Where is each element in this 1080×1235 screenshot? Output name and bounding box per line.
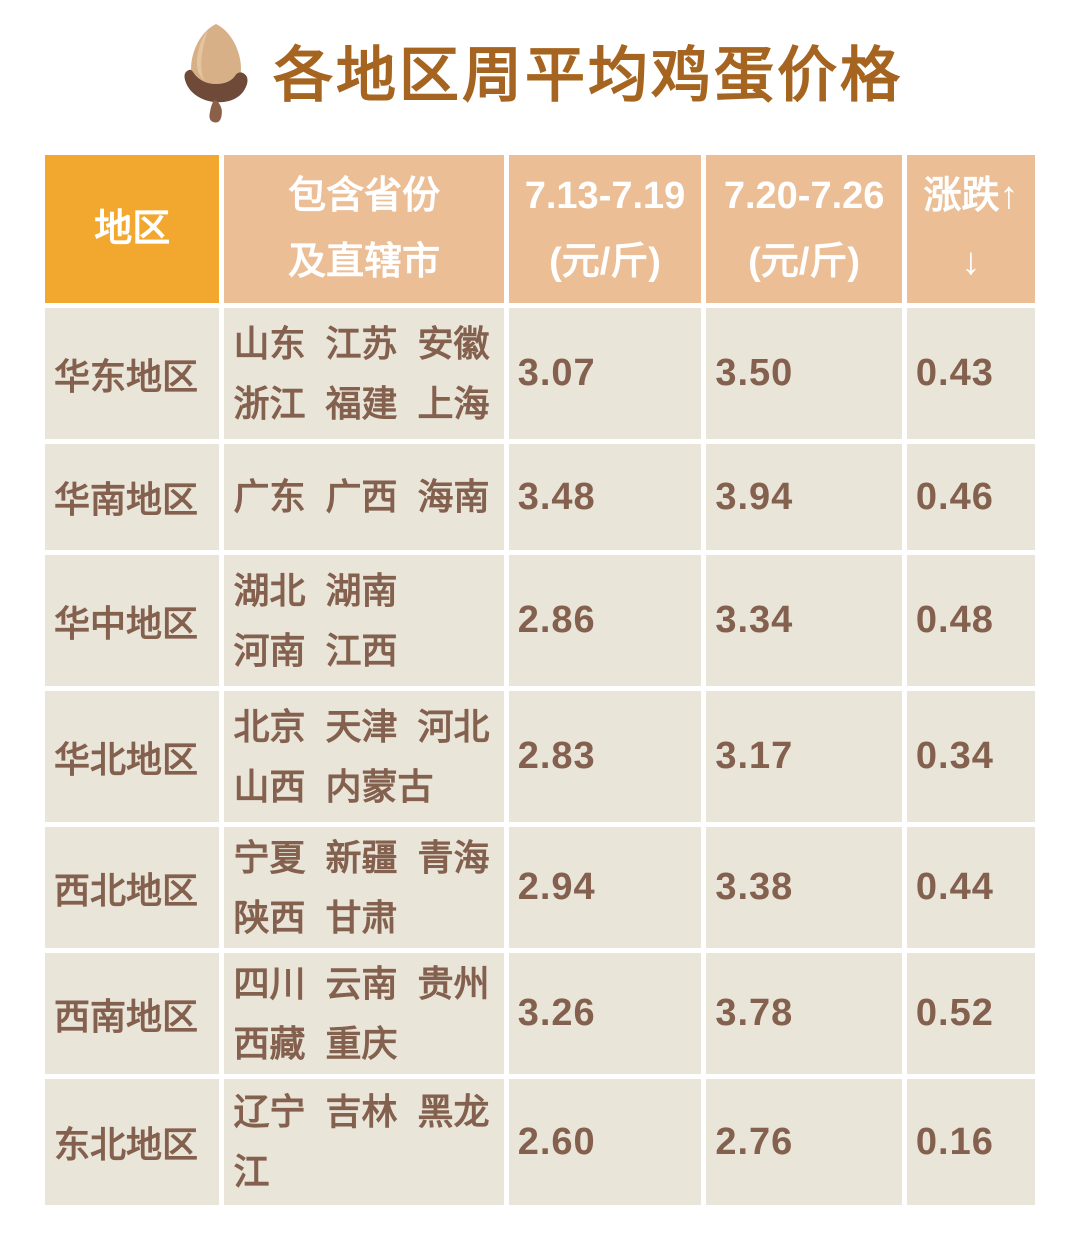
week1-price-cell: 3.48 (508, 444, 702, 550)
week1-price-cell: 2.94 (508, 827, 702, 948)
week2-price-cell: 3.38 (706, 827, 902, 948)
table-row-dongbei: 东北地区 辽宁 吉林 黑龙 江 2.60 2.76 0.16 (45, 1079, 1035, 1205)
region-cell: 华中地区 (45, 555, 220, 686)
table-row-huadong: 华东地区 山东 江苏 安徽 浙江 福建 上海 3.07 3.50 0.43 (45, 308, 1035, 439)
page-title: 各地区周平均鸡蛋价格 (273, 42, 903, 109)
week2-price-cell: 3.34 (706, 555, 902, 686)
week1-price-cell: 3.26 (508, 953, 702, 1074)
week1-price-cell: 2.83 (508, 691, 702, 822)
provinces-cell: 北京 天津 河北 山西 内蒙古 (224, 691, 504, 822)
column-header-provinces: 包含省份 及直辖市 (224, 155, 504, 303)
column-header-change: 涨跌↑ ↓ (906, 155, 1035, 303)
table-row-huanan: 华南地区 广东 广西 海南 3.48 3.94 0.46 (45, 444, 1035, 550)
week2-price-cell: 3.94 (706, 444, 902, 550)
change-cell: 0.48 (906, 555, 1035, 686)
provinces-cell: 辽宁 吉林 黑龙 江 (224, 1079, 504, 1205)
week1-price-cell: 2.60 (508, 1079, 702, 1205)
change-cell: 0.16 (906, 1079, 1035, 1205)
provinces-cell: 山东 江苏 安徽 浙江 福建 上海 (224, 308, 504, 439)
egg-price-table: 地区 包含省份 及直辖市 7.13-7.19 (元/斤) 7.20-7.26 (… (40, 150, 1040, 1210)
column-header-region: 地区 (45, 155, 220, 303)
column-header-week1: 7.13-7.19 (元/斤) (508, 155, 702, 303)
table-row-xibei: 西北地区 宁夏 新疆 青海 陕西 甘肃 2.94 3.38 0.44 (45, 827, 1035, 948)
header-row: 地区 包含省份 及直辖市 7.13-7.19 (元/斤) 7.20-7.26 (… (45, 155, 1035, 303)
table-row-xinan: 西南地区 四川 云南 贵州 西藏 重庆 3.26 3.78 0.52 (45, 953, 1035, 1074)
region-cell: 华南地区 (45, 444, 220, 550)
region-cell: 东北地区 (45, 1079, 220, 1205)
week2-price-cell: 3.78 (706, 953, 902, 1074)
change-cell: 0.34 (906, 691, 1035, 822)
week2-price-cell: 3.50 (706, 308, 902, 439)
up-arrow-icon: 涨跌↑ (923, 175, 1019, 217)
down-arrow-icon: ↓ (961, 241, 981, 283)
change-cell: 0.46 (906, 444, 1035, 550)
change-cell: 0.43 (906, 308, 1035, 439)
table-row-huazhong: 华中地区 湖北 湖南 河南 江西 2.86 3.34 0.48 (45, 555, 1035, 686)
provinces-cell: 四川 云南 贵州 西藏 重庆 (224, 953, 504, 1074)
region-cell: 华北地区 (45, 691, 220, 822)
change-cell: 0.44 (906, 827, 1035, 948)
region-cell: 西北地区 (45, 827, 220, 948)
acorn-icon (184, 24, 248, 123)
provinces-cell: 湖北 湖南 河南 江西 (224, 555, 504, 686)
provinces-cell: 广东 广西 海南 (224, 444, 504, 550)
change-cell: 0.52 (906, 953, 1035, 1074)
region-cell: 西南地区 (45, 953, 220, 1074)
provinces-cell: 宁夏 新疆 青海 陕西 甘肃 (224, 827, 504, 948)
region-cell: 华东地区 (45, 308, 220, 439)
week1-price-cell: 3.07 (508, 308, 702, 439)
week2-price-cell: 3.17 (706, 691, 902, 822)
week2-price-cell: 2.76 (706, 1079, 902, 1205)
column-header-week2: 7.20-7.26 (元/斤) (706, 155, 902, 303)
week1-price-cell: 2.86 (508, 555, 702, 686)
table-row-huabei: 华北地区 北京 天津 河北 山西 内蒙古 2.83 3.17 0.34 (45, 691, 1035, 822)
page-header: 各地区周平均鸡蛋价格 (0, 0, 1080, 146)
